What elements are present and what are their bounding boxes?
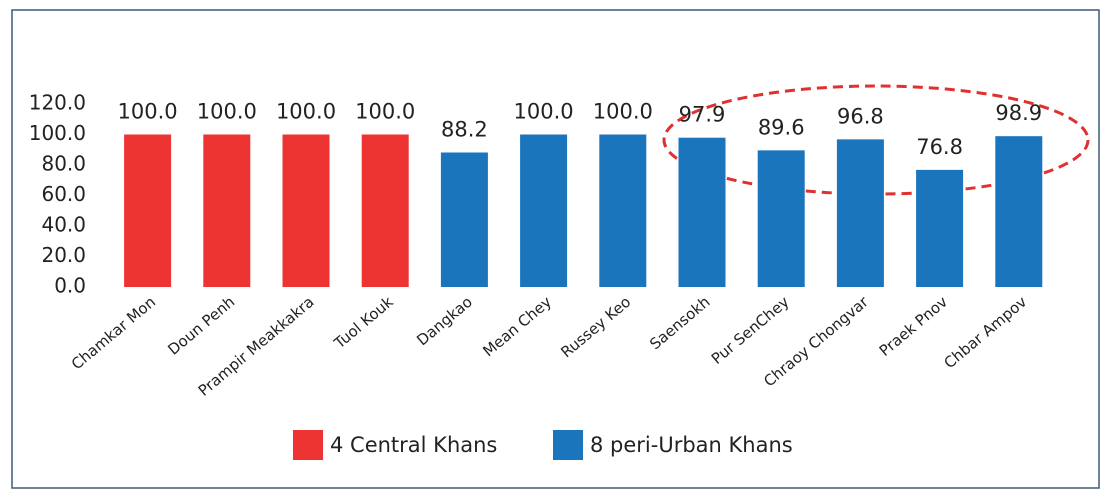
- data-label: 88.2: [441, 117, 488, 141]
- y-tick-label: 120.0: [29, 91, 86, 115]
- y-tick-label: 80.0: [41, 152, 86, 176]
- y-tick-label: 60.0: [41, 182, 86, 206]
- bar: [520, 134, 568, 287]
- legend-label: 8 peri-Urban Khans: [590, 433, 793, 457]
- data-label: 100.0: [118, 100, 178, 124]
- y-tick-label: 40.0: [41, 213, 86, 237]
- data-label: 96.8: [837, 104, 884, 128]
- bar: [361, 134, 409, 287]
- legend-swatch: [553, 430, 583, 460]
- data-label: 97.9: [679, 103, 726, 127]
- y-tick-label: 100.0: [29, 121, 86, 145]
- data-label: 100.0: [197, 100, 257, 124]
- legend-swatch: [293, 430, 323, 460]
- bar: [440, 152, 488, 287]
- bar: [282, 134, 330, 287]
- bar: [599, 134, 647, 287]
- data-label: 76.8: [916, 135, 963, 159]
- data-label: 100.0: [276, 100, 336, 124]
- bar: [203, 134, 251, 287]
- y-tick-label: 0.0: [54, 274, 86, 298]
- data-label: 100.0: [514, 100, 574, 124]
- bar: [916, 169, 964, 287]
- data-label: 100.0: [593, 100, 653, 124]
- bar: [757, 150, 805, 287]
- y-tick-label: 20.0: [41, 243, 86, 267]
- bar: [836, 139, 884, 287]
- bar: [995, 136, 1043, 287]
- legend-label: 4 Central Khans: [330, 433, 497, 457]
- data-label: 89.6: [758, 115, 805, 139]
- data-label: 98.9: [995, 101, 1042, 125]
- bar: [124, 134, 172, 287]
- bar: [678, 137, 726, 287]
- data-label: 100.0: [355, 100, 415, 124]
